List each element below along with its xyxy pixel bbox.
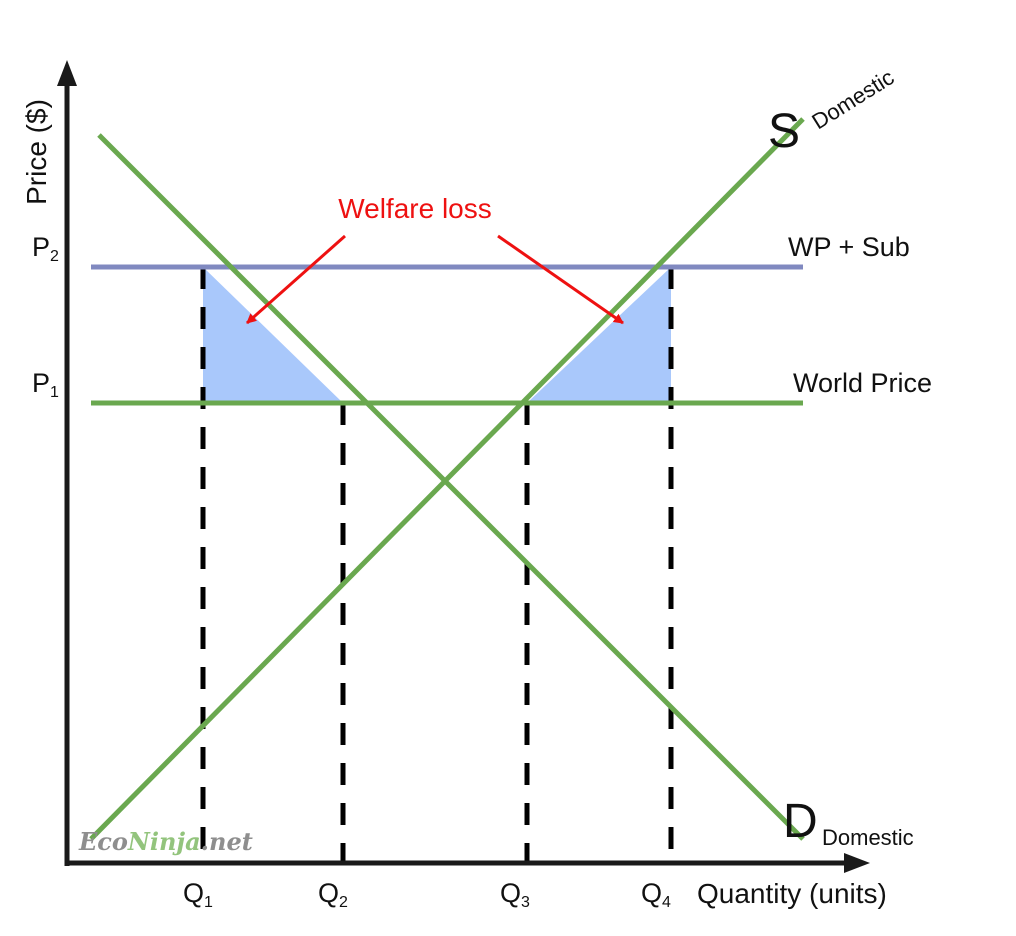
welfare-loss-label: Welfare loss xyxy=(338,193,492,224)
world-price-label: World Price xyxy=(793,368,932,398)
x-axis-label: Quantity (units) xyxy=(697,878,887,909)
quantity-tick-q1: Q1 xyxy=(183,878,213,911)
demand-line xyxy=(97,133,805,841)
welfare-loss-arrow-2 xyxy=(497,234,624,325)
price-tick-p2: P2 xyxy=(32,232,59,265)
y-axis-arrowhead xyxy=(57,60,77,86)
quantity-tick-q4: Q4 xyxy=(641,878,671,911)
supply-subscript: Domestic xyxy=(807,64,898,134)
wp-sub-label: WP + Sub xyxy=(788,232,910,262)
supply-label: S xyxy=(768,105,800,158)
demand-subscript: Domestic xyxy=(822,825,914,850)
quantity-tick-q3: Q3 xyxy=(500,878,530,911)
supply-line xyxy=(89,117,805,841)
demand-label: D xyxy=(783,795,818,848)
welfare-loss-arrow-1 xyxy=(246,234,346,325)
welfare-loss-production-area xyxy=(527,267,671,403)
quantity-tick-q2: Q2 xyxy=(318,878,348,911)
price-tick-p1: P1 xyxy=(32,368,59,401)
welfare-loss-consumption-area xyxy=(203,267,343,403)
x-axis-arrowhead xyxy=(844,853,870,873)
y-axis-label: Price ($) xyxy=(21,99,52,205)
econinja-watermark: EcoNinja.net xyxy=(78,827,253,856)
